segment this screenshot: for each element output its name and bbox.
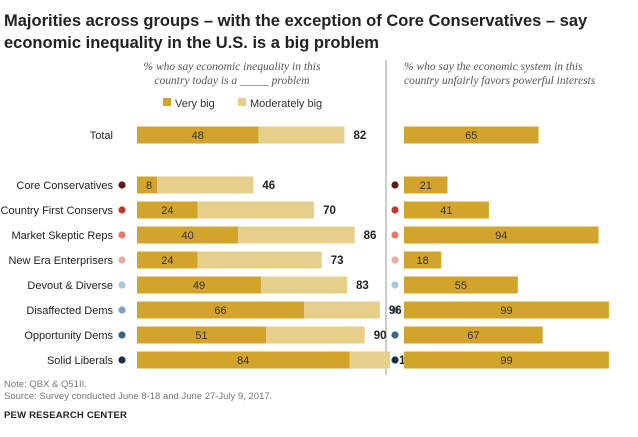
category-dot-devout-and-diverse bbox=[118, 281, 126, 289]
category-dot-new-era-enterprisers bbox=[118, 256, 126, 264]
label-very-big-market-skeptic-reps: 40 bbox=[181, 230, 193, 242]
bar-very-big-country-first-conservs bbox=[137, 201, 198, 219]
right-category-dot-market-skeptic-reps bbox=[391, 231, 399, 239]
bar-unfair-system-disaffected-dems bbox=[404, 301, 609, 319]
label-unfair-system-core-conservatives: 21 bbox=[420, 180, 432, 192]
bar-unfair-system-total bbox=[404, 126, 539, 144]
legend-label-moderately-big: Moderately big bbox=[250, 98, 322, 110]
chart-title-line-2: economic inequality in the U.S. is a big… bbox=[4, 34, 379, 52]
category-label-solid-liberals: Solid Liberals bbox=[47, 355, 114, 367]
right-category-dot-core-conservatives bbox=[391, 181, 399, 189]
category-label-core-conservatives: Core Conservatives bbox=[16, 180, 113, 192]
label-very-big-total: 48 bbox=[192, 130, 204, 142]
left-panel-subtitle-line-2: country today is a _____ problem bbox=[154, 75, 309, 87]
label-total-new-era-enterprisers: 73 bbox=[331, 255, 344, 267]
category-label-country-first-conservs: Country First Conservs bbox=[1, 205, 114, 217]
bar-unfair-system-solid-liberals bbox=[404, 351, 609, 369]
label-very-big-country-first-conservs: 24 bbox=[161, 205, 173, 217]
bar-unfair-system-new-era-enterprisers bbox=[404, 251, 442, 269]
bar-very-big-new-era-enterprisers bbox=[137, 251, 198, 269]
label-unfair-system-total: 65 bbox=[465, 130, 477, 142]
right-panel-subtitle-line-2: country unfairly favors powerful interes… bbox=[404, 75, 596, 87]
category-label-devout-and-diverse: Devout & Diverse bbox=[27, 280, 113, 292]
bar-unfair-system-core-conservatives bbox=[404, 176, 448, 194]
label-unfair-system-new-era-enterprisers: 18 bbox=[417, 255, 429, 267]
left-panel-subtitle-line-1: % who say economic inequality in this bbox=[144, 61, 321, 73]
brand-label: PEW RESEARCH CENTER bbox=[4, 410, 127, 421]
category-dot-market-skeptic-reps bbox=[118, 231, 126, 239]
bar-very-big-core-conservatives bbox=[137, 176, 158, 194]
bar-moderately-big-core-conservatives bbox=[157, 176, 254, 194]
label-total-devout-and-diverse: 83 bbox=[356, 280, 369, 292]
bar-unfair-system-market-skeptic-reps bbox=[404, 226, 599, 244]
bar-moderately-big-devout-and-diverse bbox=[260, 276, 347, 294]
label-total-core-conservatives: 46 bbox=[262, 180, 275, 192]
label-very-big-solid-liberals: 84 bbox=[237, 355, 249, 367]
category-label-total: Total bbox=[90, 130, 113, 142]
label-unfair-system-opportunity-dems: 67 bbox=[467, 330, 479, 342]
label-total-opportunity-dems: 90 bbox=[374, 330, 387, 342]
label-very-big-disaffected-dems: 66 bbox=[214, 305, 226, 317]
label-unfair-system-solid-liberals: 99 bbox=[500, 355, 512, 367]
bar-unfair-system-opportunity-dems bbox=[404, 326, 543, 344]
bar-moderately-big-new-era-enterprisers bbox=[197, 251, 322, 269]
category-label-new-era-enterprisers: New Era Enterprisers bbox=[8, 255, 113, 267]
category-label-opportunity-dems: Opportunity Dems bbox=[24, 330, 113, 342]
bar-moderately-big-solid-liberals bbox=[349, 351, 390, 369]
bar-moderately-big-country-first-conservs bbox=[197, 201, 315, 219]
bar-very-big-devout-and-diverse bbox=[137, 276, 261, 294]
category-dot-country-first-conservs bbox=[118, 206, 126, 214]
category-dot-opportunity-dems bbox=[118, 331, 126, 339]
legend-label-very-big: Very big bbox=[175, 98, 215, 110]
category-dot-solid-liberals bbox=[118, 356, 126, 364]
chart-note: Note: QBX & Q51II. bbox=[4, 379, 87, 390]
bar-very-big-disaffected-dems bbox=[137, 301, 304, 319]
bar-very-big-market-skeptic-reps bbox=[137, 226, 239, 244]
bar-unfair-system-country-first-conservs bbox=[404, 201, 489, 219]
chart-rows: Total 48 82 65 Core Conservatives 8 46 21 Countr… bbox=[1, 126, 609, 369]
legend-swatch-very-big bbox=[163, 98, 171, 106]
label-very-big-devout-and-diverse: 49 bbox=[193, 280, 205, 292]
bar-moderately-big-opportunity-dems bbox=[266, 326, 365, 344]
right-category-dot-opportunity-dems bbox=[391, 331, 399, 339]
right-category-dot-disaffected-dems bbox=[391, 306, 399, 314]
category-dot-core-conservatives bbox=[118, 181, 126, 189]
right-category-dot-solid-liberals bbox=[391, 356, 399, 364]
label-unfair-system-country-first-conservs: 41 bbox=[440, 205, 452, 217]
legend-swatch-moderately-big bbox=[238, 98, 246, 106]
label-total-market-skeptic-reps: 86 bbox=[364, 230, 377, 242]
label-total-disaffected-dems: 96 bbox=[389, 305, 402, 317]
label-unfair-system-devout-and-diverse: 55 bbox=[455, 280, 467, 292]
category-dot-disaffected-dems bbox=[118, 306, 126, 314]
bar-moderately-big-market-skeptic-reps bbox=[238, 226, 355, 244]
right-panel-subtitle-line-1: % who say the economic system in this bbox=[404, 61, 583, 73]
category-label-market-skeptic-reps: Market Skeptic Reps bbox=[12, 230, 114, 242]
bar-very-big-solid-liberals bbox=[137, 351, 350, 369]
label-total-total: 82 bbox=[353, 130, 366, 142]
category-label-disaffected-dems: Disaffected Dems bbox=[26, 305, 113, 317]
bar-unfair-system-devout-and-diverse bbox=[404, 276, 518, 294]
bar-moderately-big-disaffected-dems bbox=[303, 301, 380, 319]
label-very-big-opportunity-dems: 51 bbox=[195, 330, 207, 342]
label-very-big-core-conservatives: 8 bbox=[146, 180, 152, 192]
right-category-dot-country-first-conservs bbox=[391, 206, 399, 214]
bar-very-big-opportunity-dems bbox=[137, 326, 267, 344]
bar-moderately-big-total bbox=[258, 126, 345, 144]
label-unfair-system-market-skeptic-reps: 94 bbox=[495, 230, 507, 242]
chart-title-line-1: Majorities across groups – with the exce… bbox=[4, 12, 588, 30]
label-very-big-new-era-enterprisers: 24 bbox=[161, 255, 173, 267]
label-total-country-first-conservs: 70 bbox=[323, 205, 336, 217]
chart-source: Source: Survey conducted June 8-18 and J… bbox=[4, 391, 272, 402]
right-category-dot-new-era-enterprisers bbox=[391, 256, 399, 264]
bar-very-big-total bbox=[137, 126, 259, 144]
label-unfair-system-disaffected-dems: 99 bbox=[500, 305, 512, 317]
right-category-dot-devout-and-diverse bbox=[391, 281, 399, 289]
